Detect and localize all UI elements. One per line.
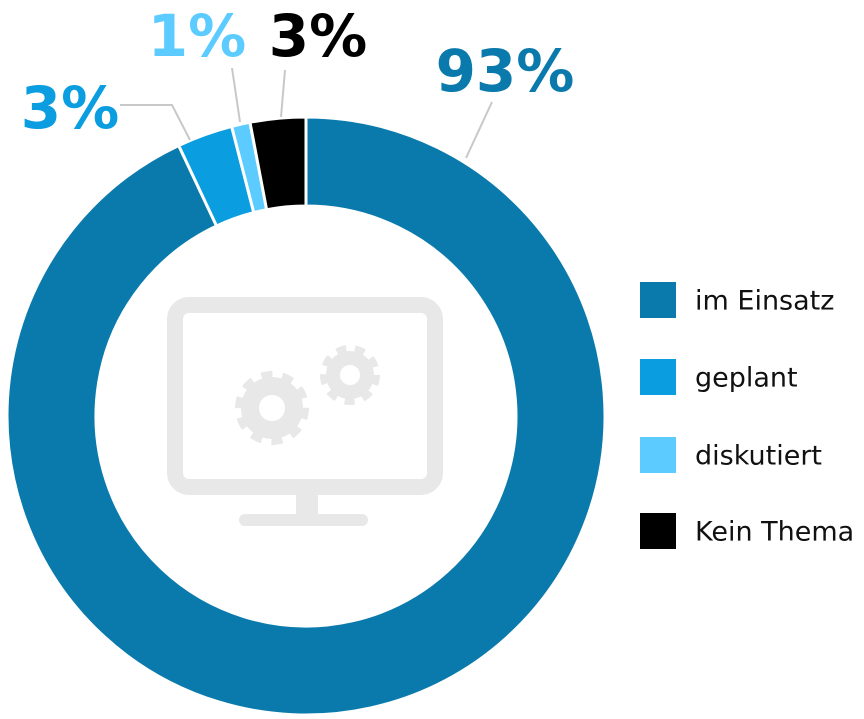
legend-swatch <box>640 437 676 473</box>
legend-swatch <box>640 359 676 395</box>
donut <box>5 115 607 717</box>
data-label: 1% <box>148 2 246 70</box>
donut-segment <box>5 115 607 717</box>
legend-swatch <box>640 513 676 549</box>
leader-line <box>465 101 493 159</box>
leader-line <box>280 69 286 118</box>
leader-line <box>231 67 241 123</box>
center-icon <box>167 297 443 526</box>
data-label: 3% <box>21 74 119 142</box>
data-labels: 93% 3% 1% 3% <box>21 2 575 159</box>
legend-label: geplant <box>695 363 798 394</box>
donut-segment <box>248 115 308 212</box>
data-label: 93% <box>436 37 575 105</box>
data-label: 3% <box>269 2 367 70</box>
legend: im Einsatz geplant diskutiert Kein Thema <box>640 282 854 549</box>
legend-label: im Einsatz <box>695 286 834 317</box>
legend-label: Kein Thema <box>695 517 854 548</box>
legend-label: diskutiert <box>695 441 822 472</box>
legend-swatch <box>640 282 676 318</box>
leader-line <box>120 104 191 141</box>
